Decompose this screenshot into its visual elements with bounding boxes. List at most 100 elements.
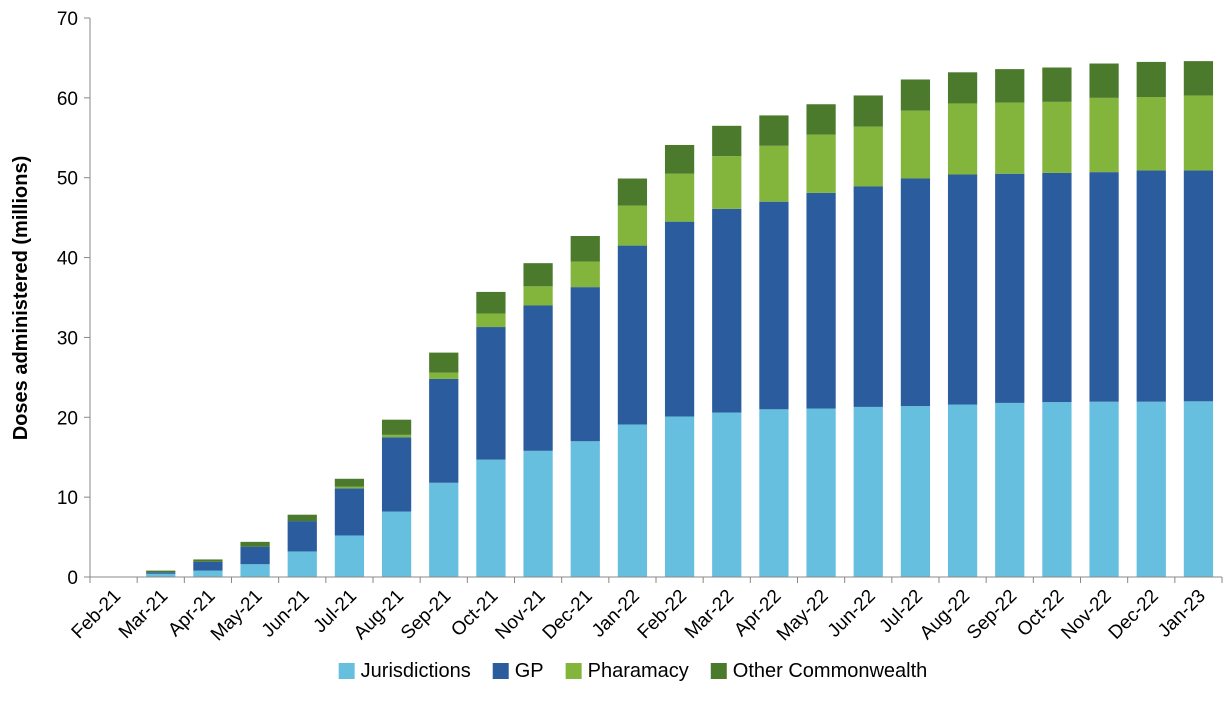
bar-segment-other-commonwealth — [900, 79, 931, 111]
x-tick-label: Dec-21 — [539, 586, 597, 644]
bar-segment-jurisdictions — [334, 535, 365, 577]
bar-segment-other-commonwealth — [1183, 61, 1214, 96]
legend-swatch — [710, 663, 727, 679]
y-ticks: 0 10 20 30 40 50 60 70 — [57, 9, 90, 589]
bar-segment-jurisdictions — [1183, 401, 1214, 577]
y-tick-label: 70 — [57, 9, 78, 30]
legend-label: GP — [515, 660, 544, 682]
bar-segment-other-commonwealth — [476, 291, 506, 314]
bar-segment-pharamacy — [617, 205, 648, 246]
y-axis-title: Doses administered (millions) — [10, 156, 32, 441]
x-tick-label: Mar-21 — [115, 586, 172, 643]
legend-swatch — [565, 663, 582, 679]
bar-segment-gp — [853, 186, 883, 407]
bar-segment-gp — [947, 174, 978, 405]
bar-segment-gp — [334, 488, 365, 536]
bar-segment-pharamacy — [381, 434, 412, 438]
x-tick-label: Nov-21 — [491, 586, 549, 644]
bar-segment-pharamacy — [947, 103, 978, 175]
y-tick-label: 10 — [57, 488, 78, 509]
x-tick-label: Aug-21 — [350, 586, 408, 644]
bar-segment-pharamacy — [570, 261, 600, 288]
x-tick-label: Aug-22 — [916, 586, 974, 644]
bar-segment-jurisdictions — [1042, 402, 1072, 577]
bar-segment-gp — [995, 173, 1025, 403]
x-tick-label: Mar-22 — [681, 586, 738, 643]
bar-segment-jurisdictions — [570, 441, 600, 577]
bar-segment-other-commonwealth — [1042, 67, 1072, 102]
bar-segment-jurisdictions — [759, 409, 789, 577]
bar-segment-jurisdictions — [429, 482, 459, 577]
x-tick-label: Nov-22 — [1057, 586, 1115, 644]
bar-segment-other-commonwealth — [995, 69, 1025, 103]
bar-segment-gp — [900, 178, 931, 407]
legend-swatch — [338, 663, 355, 679]
bar-segment-gp — [617, 245, 648, 425]
bar-segment-other-commonwealth — [334, 478, 365, 487]
bar-segment-pharamacy — [900, 110, 931, 179]
bar-segment-jurisdictions — [712, 412, 742, 577]
bar-segment-gp — [570, 287, 600, 442]
bar-segment-other-commonwealth — [429, 352, 459, 373]
x-tick-label: Jun-22 — [824, 586, 880, 642]
bar-segment-other-commonwealth — [523, 263, 553, 287]
bar-segment-other-commonwealth — [1136, 61, 1166, 98]
bar-segment-other-commonwealth — [381, 419, 412, 435]
bar-segment-pharamacy — [759, 145, 789, 202]
bar-segment-pharamacy — [712, 156, 742, 209]
y-tick-label: 50 — [57, 169, 78, 190]
bar-segment-other-commonwealth — [570, 236, 600, 262]
bar-segment-gp — [523, 305, 553, 451]
bar-segment-other-commonwealth — [759, 115, 789, 146]
bar-segment-gp — [240, 546, 270, 565]
bar-segment-gp — [381, 437, 412, 512]
bar-segment-gp — [664, 221, 695, 417]
x-tick-label: Sep-22 — [963, 586, 1021, 644]
legend-label: Other Commonwealth — [733, 660, 928, 682]
bars — [98, 61, 1214, 577]
bar-segment-pharamacy — [1136, 97, 1166, 171]
bar-segment-jurisdictions — [476, 459, 506, 577]
bar-segment-pharamacy — [1089, 97, 1119, 173]
x-tick-label: Feb-22 — [634, 586, 691, 643]
bar-segment-other-commonwealth — [806, 104, 836, 135]
bar-segment-jurisdictions — [1136, 401, 1166, 577]
bar-segment-jurisdictions — [240, 564, 270, 577]
bar-segment-gp — [1089, 172, 1119, 402]
y-tick-label: 30 — [57, 328, 78, 349]
x-ticks: Feb-21Mar-21Apr-21May-21Jun-21Jul-21Aug-… — [68, 577, 1223, 646]
legend: Jurisdictions GP Pharamacy Other Commonweal… — [338, 660, 928, 682]
bar-segment-gp — [476, 327, 506, 460]
bar-segment-pharamacy — [1183, 95, 1214, 171]
bar-segment-gp — [429, 378, 459, 483]
bar-segment-jurisdictions — [381, 511, 412, 577]
bar-segment-pharamacy — [664, 173, 695, 222]
bar-segment-gp — [193, 561, 223, 571]
bar-segment-other-commonwealth — [664, 144, 695, 174]
bar-segment-other-commonwealth — [193, 559, 223, 562]
bar-segment-gp — [806, 192, 836, 409]
bar-segment-jurisdictions — [287, 551, 317, 577]
bar-segment-pharamacy — [853, 126, 883, 187]
bar-segment-pharamacy — [995, 102, 1025, 174]
x-tick-label: Jan-22 — [588, 586, 644, 642]
x-tick-label: Feb-21 — [68, 586, 125, 643]
bar-segment-jurisdictions — [1089, 401, 1119, 577]
bar-segment-jurisdictions — [947, 404, 978, 577]
x-tick-label: Jun-21 — [258, 586, 314, 642]
bar-segment-gp — [1136, 170, 1166, 402]
y-tick-label: 40 — [57, 249, 78, 270]
bar-segment-pharamacy — [1042, 101, 1072, 173]
bar-segment-jurisdictions — [193, 570, 223, 577]
bar-segment-gp — [759, 201, 789, 410]
bar-segment-other-commonwealth — [1089, 63, 1119, 98]
bar-segment-jurisdictions — [664, 416, 695, 577]
bar-segment-other-commonwealth — [853, 95, 883, 127]
bar-segment-gp — [146, 572, 176, 574]
legend-label: Jurisdictions — [361, 660, 471, 682]
x-tick-label: May-21 — [207, 586, 267, 646]
bar-segment-pharamacy — [334, 486, 365, 489]
bar-segment-jurisdictions — [900, 406, 931, 577]
